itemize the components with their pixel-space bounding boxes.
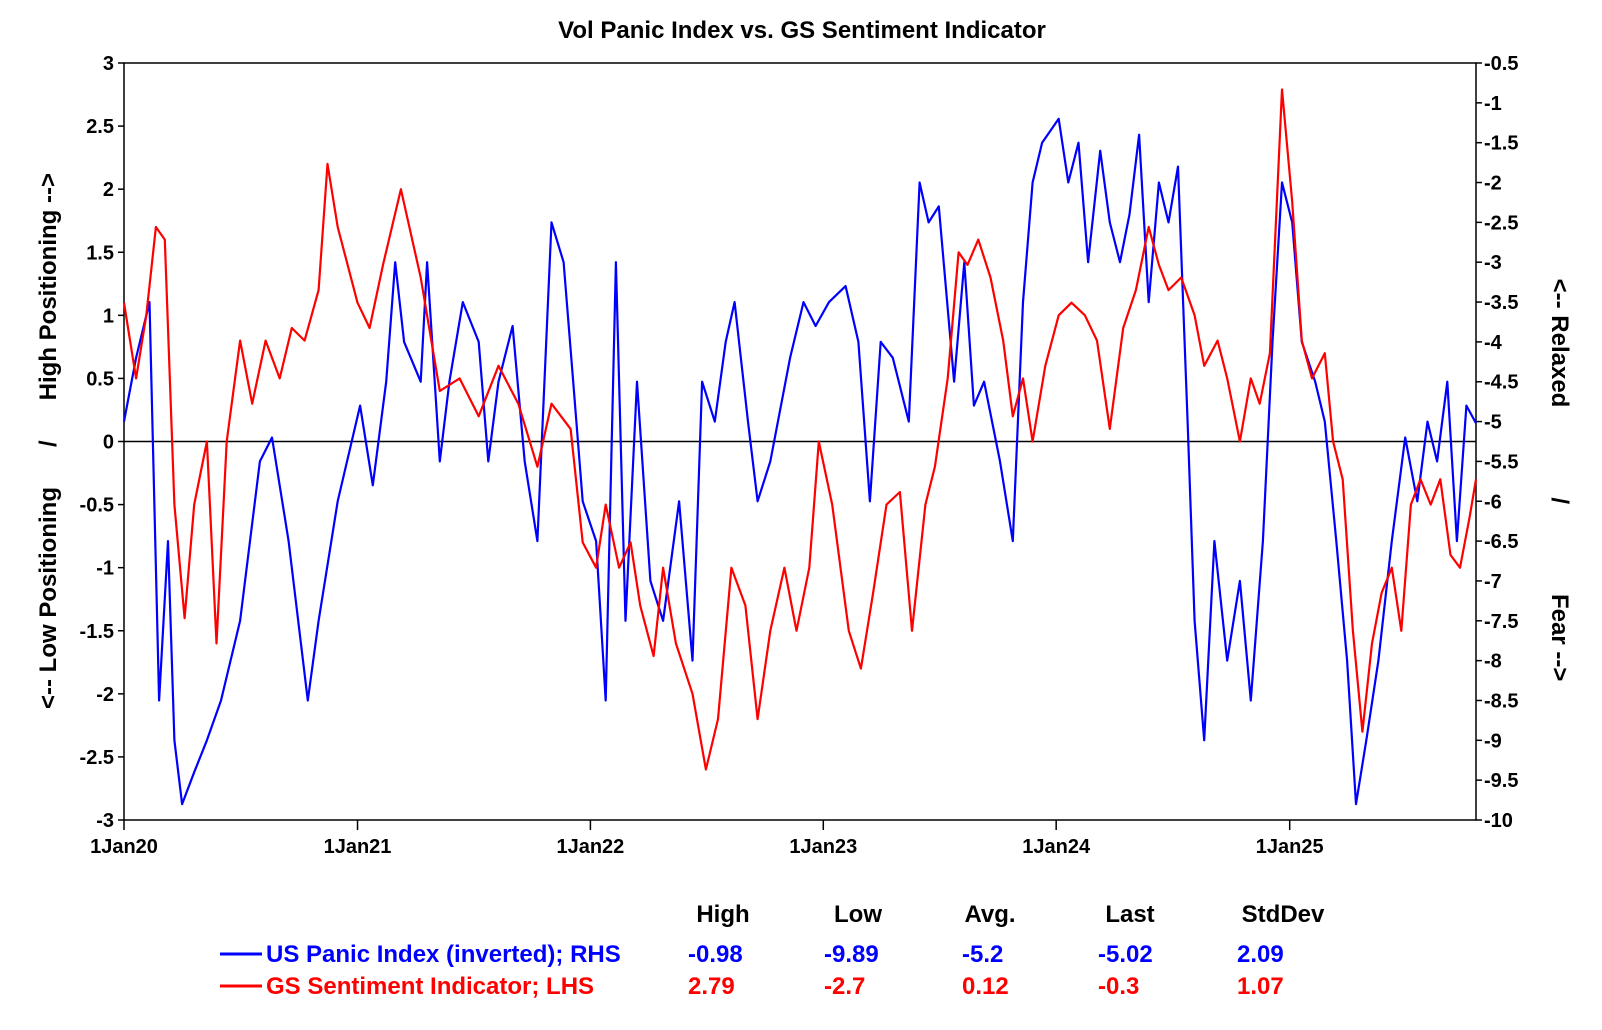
right-tick-label: -4.5 (1484, 372, 1518, 394)
left-axis-label: <-- Low Positioning / High Positioning --> (35, 173, 62, 709)
series-layer (122, 88, 1478, 806)
x-tick-label: 1Jan23 (789, 836, 857, 858)
series-line-panic-index (122, 117, 1477, 806)
x-tick-label: 1Jan20 (90, 836, 158, 858)
right-tick-label: -5 (1484, 412, 1502, 434)
left-tick-label: -3 (96, 810, 114, 832)
stat-panic-high: -0.98 (688, 941, 743, 968)
stats-header-last: Last (1105, 901, 1154, 928)
left-tick-label: 1.5 (86, 242, 114, 264)
right-tick-label: -6 (1484, 491, 1502, 513)
right-tick-label: -1 (1484, 93, 1502, 115)
stat-gs-avg: 0.12 (962, 973, 1009, 1000)
stat-panic-last: -5.02 (1098, 941, 1153, 968)
x-tick-label: 1Jan21 (324, 836, 392, 858)
legend-label-panic: US Panic Index (inverted); RHS (266, 941, 621, 968)
right-tick-label: -1.5 (1484, 133, 1518, 155)
left-axis-label-low: <-- Low Positioning (35, 487, 62, 709)
stats-table: High Low Avg. Last StdDev US Panic Index… (220, 901, 1325, 1000)
left-tick-label: -0.5 (80, 495, 114, 517)
x-tick-label: 1Jan25 (1256, 836, 1324, 858)
right-tick-label: -9 (1484, 730, 1502, 752)
left-tick-label: 1 (103, 305, 114, 327)
right-axis-label-relaxed: <-- Relaxed (1546, 279, 1573, 408)
right-tick-label: -8.5 (1484, 690, 1518, 712)
stats-header-low: Low (834, 901, 882, 928)
left-tick-label: 2.5 (86, 116, 114, 138)
left-tick-label: -1.5 (80, 621, 114, 643)
right-tick-label: -10 (1484, 810, 1513, 832)
left-axis: -3 -2.5 -2 -1.5 -1 -0.5 0 0.5 1 1.5 2 2.5 3 (80, 53, 124, 832)
left-tick-label: 3 (103, 53, 114, 75)
stats-header-avg: Avg. (964, 901, 1015, 928)
left-tick-label: 0 (103, 432, 114, 454)
right-tick-label: -0.5 (1484, 53, 1518, 75)
stats-header-stddev: StdDev (1242, 901, 1325, 928)
right-tick-label: -2.5 (1484, 212, 1518, 234)
right-tick-label: -9.5 (1484, 770, 1518, 792)
right-tick-label: -3.5 (1484, 292, 1518, 314)
right-axis-label: <-- Relaxed / Fear --> (1546, 279, 1573, 682)
right-axis: -0.5 -1 -1.5 -2 -2.5 -3 -3.5 -4 -4.5 -5 -5.5 -6 -6.5… (1476, 53, 1518, 832)
left-tick-label: 0.5 (86, 368, 114, 390)
right-axis-label-fear: Fear --> (1546, 594, 1573, 681)
stat-gs-last: -0.3 (1098, 973, 1139, 1000)
right-tick-label: -6.5 (1484, 531, 1518, 553)
left-tick-label: 2 (103, 179, 114, 201)
legend-label-gs: GS Sentiment Indicator; LHS (266, 973, 594, 1000)
right-tick-label: -7 (1484, 571, 1502, 593)
stat-panic-avg: -5.2 (962, 941, 1003, 968)
right-tick-label: -7.5 (1484, 611, 1518, 633)
stat-gs-stddev: 1.07 (1237, 973, 1284, 1000)
stat-gs-low: -2.7 (824, 973, 865, 1000)
right-axis-label-sep: / (1546, 497, 1573, 504)
right-tick-label: -2 (1484, 173, 1502, 195)
right-tick-label: -4 (1484, 332, 1503, 354)
left-axis-label-sep: / (35, 440, 62, 447)
right-tick-label: -8 (1484, 651, 1502, 673)
stats-header-high: High (696, 901, 749, 928)
x-tick-label: 1Jan22 (556, 836, 624, 858)
left-tick-label: -1 (96, 558, 114, 580)
chart-title: Vol Panic Index vs. GS Sentiment Indicat… (558, 17, 1046, 44)
stat-panic-stddev: 2.09 (1237, 941, 1284, 968)
x-tick-label: 1Jan24 (1022, 836, 1091, 858)
x-axis: 1Jan20 1Jan21 1Jan22 1Jan23 1Jan24 1Jan25 (90, 820, 1324, 858)
left-tick-label: -2 (96, 684, 114, 706)
series-line-gs-sentiment (122, 88, 1478, 771)
left-axis-label-high: High Positioning --> (35, 173, 62, 400)
right-tick-label: -5.5 (1484, 451, 1518, 473)
left-tick-label: -2.5 (80, 747, 114, 769)
stat-panic-low: -9.89 (824, 941, 879, 968)
right-tick-label: -3 (1484, 252, 1502, 274)
stat-gs-high: 2.79 (688, 973, 735, 1000)
